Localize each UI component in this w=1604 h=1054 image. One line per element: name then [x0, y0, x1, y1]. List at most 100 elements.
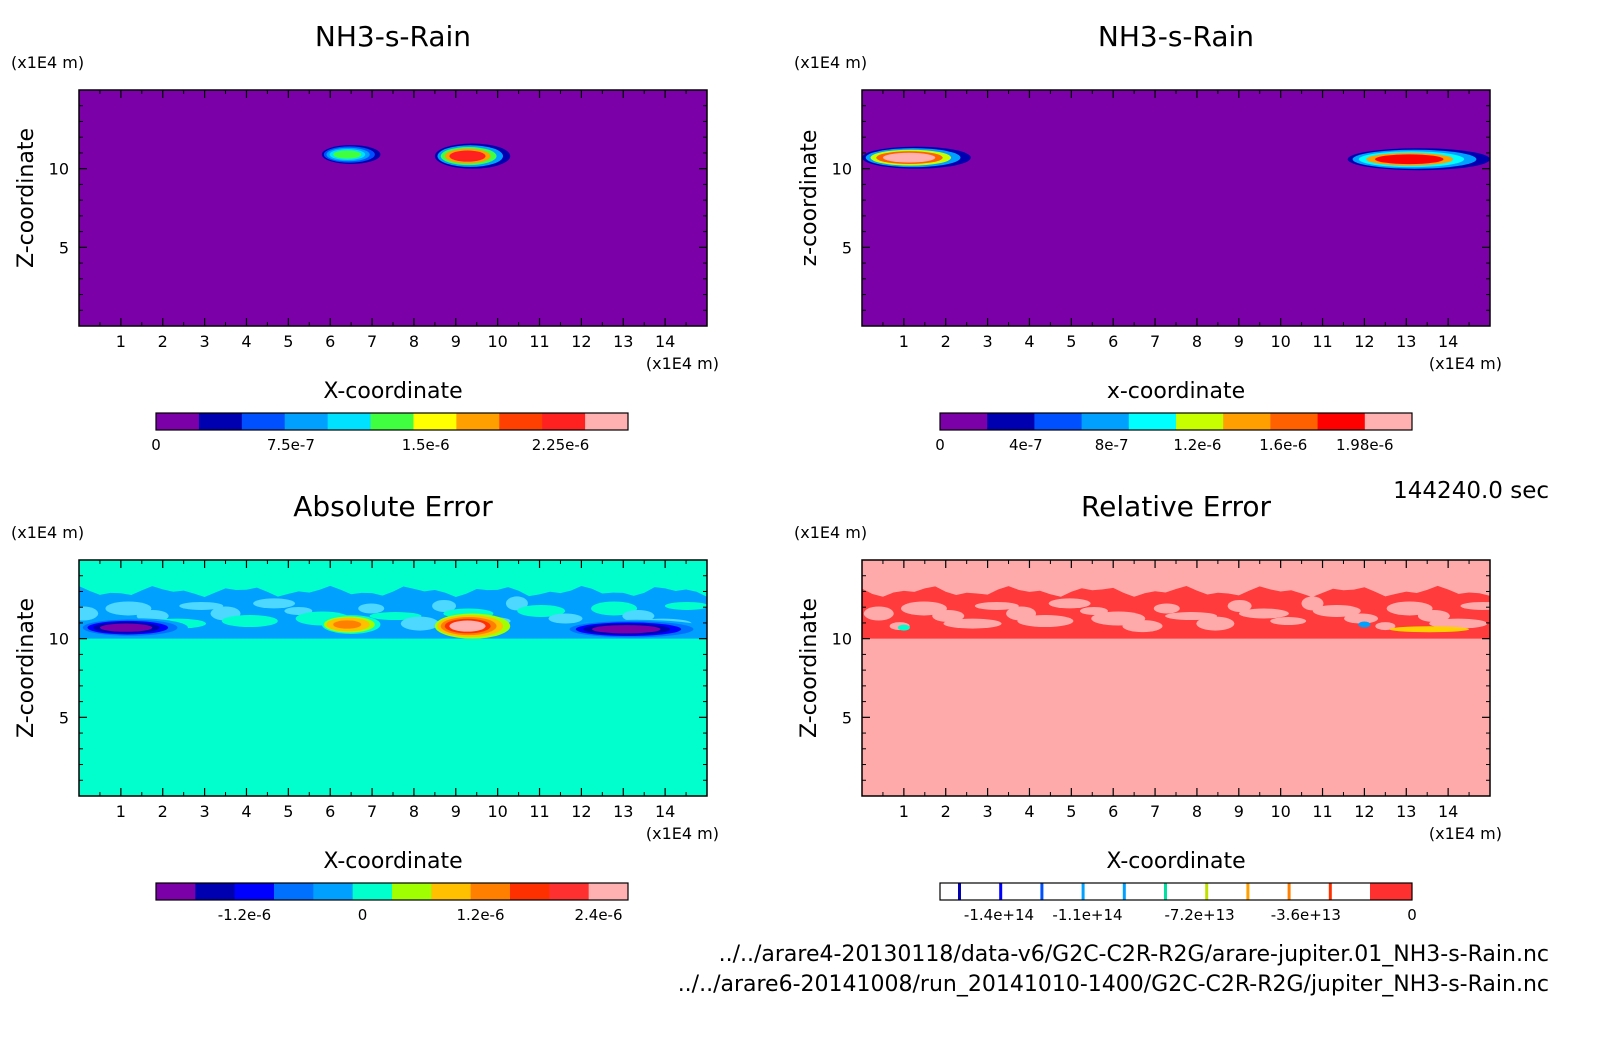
x-tick-label: 9 — [1234, 802, 1244, 821]
band-patch — [432, 599, 457, 612]
chart-panel-1: NH3-s-Rain(x1E4 m)1 2 3 4 5 6 7 8 9 10 11 12 13 14510… — [11, 20, 719, 454]
x-tick-label: 2 — [941, 332, 951, 351]
colorbar-label: 7.5e-7 — [267, 436, 315, 454]
x-tick-label: 12 — [1354, 332, 1374, 351]
band-patch — [400, 616, 439, 631]
band-patch — [517, 604, 566, 617]
x-tick-label: 3 — [200, 802, 210, 821]
colorbar-swatch — [1034, 413, 1083, 430]
x-tick-label: 5 — [283, 802, 293, 821]
y-unit-label: (x1E4 m) — [11, 523, 84, 542]
heatmap-background — [79, 90, 707, 326]
colorbar-swatch — [156, 883, 196, 900]
x-tick-label: 7 — [1150, 332, 1160, 351]
colorbar-swatch — [1364, 413, 1413, 430]
panel-title: Relative Error — [1081, 490, 1272, 523]
colorbar-swatch — [456, 413, 500, 430]
colorbar-swatch — [499, 413, 543, 430]
colorbar-label: -3.6e+13 — [1271, 906, 1341, 924]
colorbar-label: 4e-7 — [1009, 436, 1043, 454]
colorbar-label: -1.4e+14 — [964, 906, 1034, 924]
y-axis-label: z-coordinate — [797, 130, 822, 267]
colorbar-label: 0 — [1407, 906, 1417, 924]
band-patch — [548, 613, 583, 624]
band-patch — [221, 615, 278, 628]
colorbar-swatch — [413, 413, 457, 430]
x-axis-label: X-coordinate — [323, 379, 462, 404]
y-unit-label: (x1E4 m) — [794, 53, 867, 72]
x-tick-label: 2 — [941, 802, 951, 821]
heatmap-field — [79, 560, 707, 796]
colorbar-swatch — [195, 883, 236, 900]
x-tick-label: 13 — [1396, 332, 1416, 351]
band-patch — [1270, 617, 1307, 626]
colorbar-label: 2.25e-6 — [532, 436, 590, 454]
timestamp-label: 144240.0 sec — [1393, 478, 1549, 504]
colorbar-label: 2.4e-6 — [574, 906, 622, 924]
band-patch — [1122, 620, 1163, 633]
plume-contour — [99, 623, 153, 632]
band-patch — [1375, 622, 1396, 631]
y-tick-label: 10 — [49, 630, 69, 649]
band-patch — [253, 598, 296, 609]
colorbar-swatch — [1128, 413, 1177, 430]
band-patch — [1417, 610, 1450, 623]
colorbar-label: 0 — [151, 436, 161, 454]
colorbar-swatch — [274, 883, 314, 900]
band-patch — [1344, 613, 1379, 624]
colorbar-label: 1.6e-6 — [1259, 436, 1307, 454]
band-patch — [943, 618, 1002, 629]
x-tick-label: 1 — [116, 332, 126, 351]
colorbar: 0 4e-7 8e-7 1.2e-6 1.6e-6 1.98e-6 — [935, 412, 1413, 454]
colorbar-swatch — [1176, 413, 1224, 430]
colorbar-end — [1370, 883, 1412, 900]
band-patch — [1238, 608, 1289, 619]
colorbar-swatch — [392, 883, 432, 900]
x-tick-label: 1 — [899, 802, 909, 821]
colorbar-line — [1246, 883, 1250, 900]
band-patch — [284, 606, 313, 615]
x-tick-label: 6 — [325, 802, 335, 821]
y-axis-label: Z-coordinate — [14, 598, 39, 738]
colorbar-label: 1.2e-6 — [1173, 436, 1221, 454]
band-patch — [664, 601, 707, 610]
colorbar-label: 8e-7 — [1095, 436, 1129, 454]
x-tick-label: 9 — [451, 332, 461, 351]
x-tick-label: 7 — [367, 332, 377, 351]
x-tick-label: 11 — [1312, 802, 1332, 821]
x-tick-label: 6 — [1108, 332, 1118, 351]
chart-panel-4: Relative Error(x1E4 m)1 2 3 4 5 6 7 8 9 10 11 12 13 1… — [794, 490, 1502, 924]
colorbar-swatch — [549, 883, 590, 900]
colorbar-frame — [939, 412, 1413, 431]
x-tick-label: 9 — [451, 802, 461, 821]
colorbar-swatch — [313, 883, 354, 900]
colorbar-frame — [939, 882, 1413, 901]
x-tick-label: 10 — [487, 332, 507, 351]
colorbar-swatch — [1317, 413, 1366, 430]
x-tick-label: 8 — [1192, 332, 1202, 351]
y-tick-label: 10 — [49, 160, 69, 179]
colorbar-swatch — [585, 413, 629, 430]
heatmap-field — [79, 90, 707, 326]
y-unit-label: (x1E4 m) — [11, 53, 84, 72]
plume-contour — [1375, 154, 1444, 165]
band-patch — [622, 610, 655, 623]
colorbar-swatch — [940, 413, 988, 430]
y-tick-label: 5 — [59, 238, 69, 257]
heatmap-field — [862, 560, 1490, 796]
y-tick-label: 5 — [59, 708, 69, 727]
colorbar-line — [1164, 883, 1167, 900]
band-patch — [79, 606, 99, 621]
x-tick-label: 7 — [1150, 802, 1160, 821]
x-unit-label: (x1E4 m) — [646, 824, 719, 843]
plume-contour — [449, 620, 486, 632]
colorbar-swatch — [542, 413, 586, 430]
colorbar-swatch — [510, 883, 550, 900]
band-patch — [358, 603, 385, 614]
x-tick-label: 5 — [1066, 802, 1076, 821]
x-tick-label: 4 — [1024, 332, 1034, 351]
colorbar-swatch — [198, 413, 243, 430]
x-axis-label: X-coordinate — [323, 849, 462, 874]
band-patch — [863, 606, 894, 621]
